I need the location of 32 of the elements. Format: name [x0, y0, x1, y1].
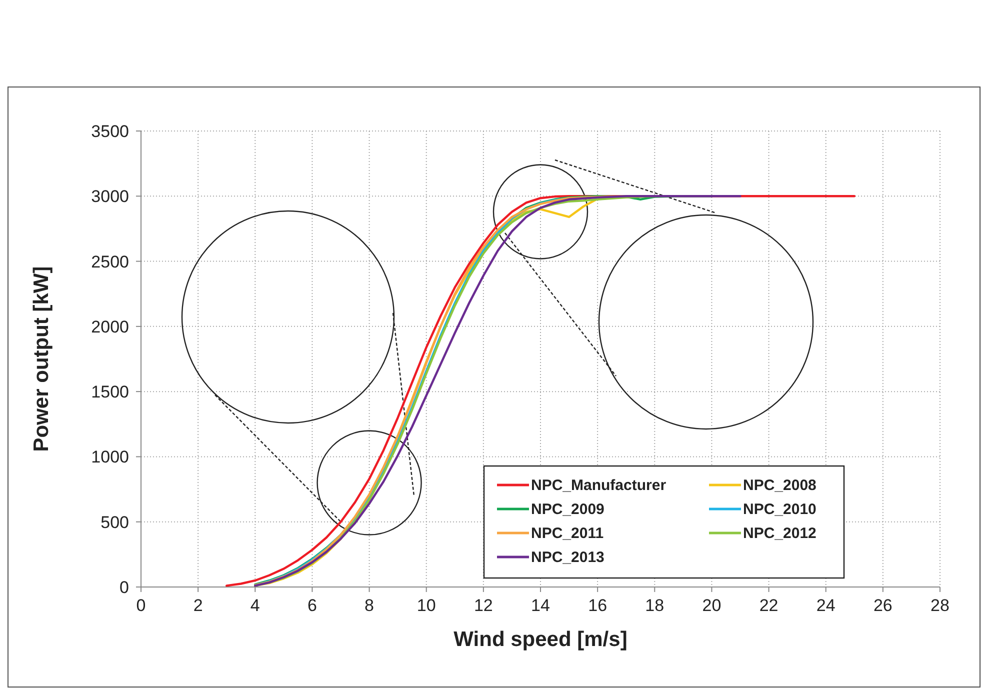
x-tick-label: 24: [816, 596, 836, 615]
y-tick-label: 1000: [91, 448, 129, 467]
legend-label: NPC_2009: [531, 501, 604, 518]
y-tick-label: 500: [100, 512, 129, 532]
y-tick-label: 2000: [91, 317, 129, 336]
legend-label: NPC_2012: [743, 525, 816, 542]
x-tick-label: 22: [759, 596, 778, 615]
x-tick-label: 28: [930, 596, 950, 615]
legend-label: NPC_2008: [743, 477, 816, 494]
x-axis-title: Wind speed [m/s]: [454, 628, 628, 651]
legend-label: NPC_2013: [531, 549, 604, 566]
x-tick-label: 10: [416, 596, 436, 615]
x-tick-label: 12: [474, 596, 493, 615]
x-tick-label: 4: [250, 596, 260, 615]
y-tick-label: 1500: [91, 382, 129, 402]
x-tick-label: 0: [136, 596, 146, 615]
y-tick-label: 2500: [91, 252, 129, 272]
y-axis-title: Power output [kW]: [30, 266, 53, 452]
x-tick-label: 16: [588, 596, 608, 615]
legend-label: NPC_Manufacturer: [531, 477, 666, 494]
legend-label: NPC_2010: [743, 501, 816, 518]
y-tick-label: 0: [120, 578, 129, 597]
y-tick-label: 3000: [91, 187, 129, 206]
x-tick-label: 20: [702, 596, 722, 615]
x-tick-label: 26: [873, 596, 892, 615]
legend-label: NPC_2011: [531, 525, 604, 542]
x-tick-label: 18: [645, 596, 664, 615]
y-tick-label: 3500: [91, 122, 129, 141]
x-tick-label: 14: [531, 596, 550, 615]
x-tick-label: 6: [307, 596, 317, 615]
x-tick-label: 2: [193, 596, 203, 615]
x-tick-label: 8: [364, 596, 374, 615]
